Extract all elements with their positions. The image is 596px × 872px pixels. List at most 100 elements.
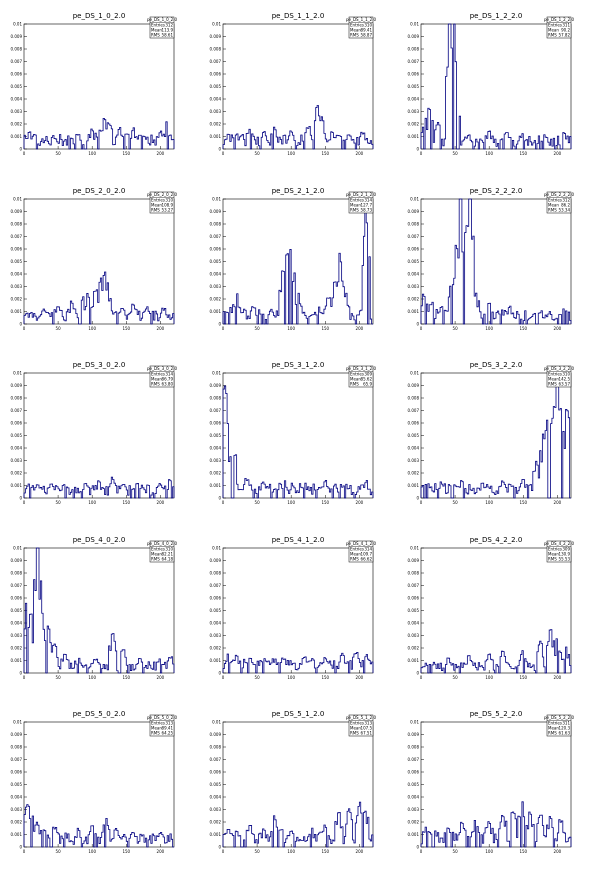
y-tick-label: 0.004 (210, 446, 222, 451)
stats-value: 313 (165, 721, 173, 726)
histogram-series (23, 547, 175, 674)
x-tick-label: 150 (321, 500, 329, 505)
x-tick-label: 50 (453, 675, 459, 680)
stats-value: 314 (165, 372, 173, 377)
histogram-panel: pe_DS_2_1_2.0 0 0.001 0.002 0.003 0.004 0.005 0… (210, 187, 377, 331)
stats-value: 310 (562, 372, 570, 377)
x-tick-label: 200 (157, 326, 165, 331)
x-tick-label: 0 (23, 326, 26, 331)
y-tick-label: 0.003 (408, 807, 420, 812)
plot-title: pe_DS_4_0_2.0 (73, 536, 126, 544)
y-tick-label: 0.006 (408, 770, 420, 775)
x-tick-label: 100 (287, 849, 295, 854)
x-tick-label: 50 (56, 849, 62, 854)
stats-value: 89.41 (162, 726, 174, 731)
y-tick-label: 0.001 (210, 309, 222, 314)
y-tick-label: 0.001 (11, 832, 23, 837)
stats-value: 310 (165, 547, 173, 552)
stats-label: RMS (350, 208, 359, 213)
y-tick-label: 0.001 (11, 658, 23, 663)
y-tick-label: 0.007 (11, 59, 23, 64)
histogram-series (23, 271, 175, 325)
histogram-series (222, 385, 374, 499)
stats-label: Mean (350, 203, 361, 208)
y-tick-label: 0.006 (210, 72, 222, 77)
stats-value: 312 (165, 23, 173, 28)
stats-value: 311 (562, 23, 570, 28)
histogram-series (420, 801, 572, 848)
y-tick-label: 0.005 (11, 259, 23, 264)
y-tick-label: 0.008 (408, 745, 420, 750)
stats-value: 58.87 (361, 33, 373, 38)
stats-box (546, 16, 572, 39)
y-tick-label: 0 (19, 322, 22, 327)
y-tick-label: 0.009 (210, 209, 222, 214)
y-tick-label: 0.008 (210, 745, 222, 750)
plot-title: pe_DS_5_2_2.0 (470, 710, 523, 718)
x-tick-label: 0 (222, 151, 225, 156)
y-tick-label: 0.01 (13, 22, 22, 27)
stats-box (149, 540, 175, 563)
y-tick-label: 0.006 (11, 770, 23, 775)
stats-name: pe_DS_3_1_2.0 (346, 366, 377, 371)
y-tick-label: 0.007 (11, 408, 23, 413)
stats-value: 107.5 (361, 726, 373, 731)
y-tick-label: 0.009 (408, 558, 420, 563)
y-tick-label: 0.009 (210, 732, 222, 737)
histogram-panel: pe_DS_3_1_2.0 0 0.001 0.002 0.003 0.004 0.005 0… (210, 361, 377, 505)
y-tick-label: 0.004 (210, 621, 222, 626)
x-tick-label: 150 (321, 849, 329, 854)
y-tick-label: 0.001 (210, 483, 222, 488)
stats-label: RMS (548, 731, 557, 736)
y-tick-label: 0 (218, 671, 221, 676)
y-tick-label: 0.003 (210, 807, 222, 812)
stats-value: 113.9 (162, 28, 174, 33)
stats-label: RMS (350, 557, 359, 562)
plot-title: pe_DS_3_2_2.0 (470, 361, 523, 369)
x-tick-label: 50 (255, 151, 261, 156)
y-tick-label: 0.008 (408, 571, 420, 576)
y-tick-label: 0.007 (408, 757, 420, 762)
x-tick-label: 150 (122, 500, 130, 505)
x-tick-label: 0 (23, 500, 26, 505)
y-tick-label: 0.006 (11, 72, 23, 77)
stats-label: Mean (350, 377, 361, 382)
x-tick-label: 100 (287, 500, 295, 505)
y-tick-label: 0.003 (210, 633, 222, 638)
y-tick-label: 0.003 (408, 284, 420, 289)
stats-value: 82.21 (162, 552, 174, 557)
y-tick-label: 0.004 (408, 97, 420, 102)
y-tick-label: 0.007 (408, 59, 420, 64)
x-tick-label: 100 (88, 500, 96, 505)
stats-value: 55.53 (559, 557, 571, 562)
x-tick-label: 150 (122, 151, 130, 156)
x-tick-label: 0 (222, 326, 225, 331)
stats-label: Mean (548, 726, 559, 731)
x-tick-label: 200 (554, 151, 562, 156)
x-tick-label: 200 (157, 151, 165, 156)
y-tick-label: 0.009 (408, 732, 420, 737)
x-tick-label: 100 (88, 675, 96, 680)
plot-frame (222, 23, 374, 150)
y-tick-label: 0 (218, 496, 221, 501)
plot-frame (23, 721, 175, 848)
stats-label: RMS (151, 382, 160, 387)
stats-value: 311 (562, 721, 570, 726)
histogram-panel: pe_DS_1_2_2.0 0 0.001 0.002 0.003 0.004 0.005 0… (408, 12, 575, 156)
y-tick-label: 0.01 (212, 22, 221, 27)
x-tick-label: 0 (420, 500, 423, 505)
y-tick-label: 0.003 (11, 807, 23, 812)
y-tick-label: 0.009 (11, 34, 23, 39)
plot-title: pe_DS_1_1_2.0 (272, 12, 325, 20)
y-tick-label: 0.002 (11, 471, 23, 476)
x-tick-label: 100 (88, 849, 96, 854)
x-tick-label: 200 (356, 151, 364, 156)
y-tick-label: 0.006 (408, 247, 420, 252)
y-tick-label: 0.004 (408, 446, 420, 451)
x-tick-label: 100 (287, 326, 295, 331)
histogram-panel: pe_DS_5_0_2.0 0 0.001 0.002 0.003 0.004 0.005 0… (11, 710, 178, 854)
x-tick-label: 150 (321, 326, 329, 331)
x-tick-label: 0 (222, 849, 225, 854)
stats-label: Mean (151, 203, 162, 208)
